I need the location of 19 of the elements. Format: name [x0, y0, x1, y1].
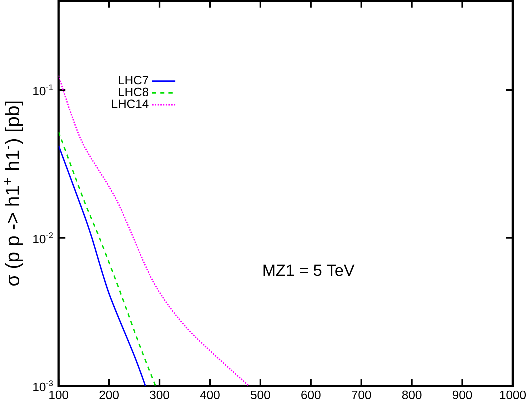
annotation: MZ1 = 5 TeV	[264, 264, 355, 276]
x-tick-label: 300	[150, 390, 170, 400]
legend-label: LHC8	[119, 88, 149, 97]
y-tick-label: 10$^{-1}$	[34, 84, 53, 96]
y-axis-title: σ (p p -> h1$^{+}$ h1$^{-}$) [pb]	[4, 102, 24, 286]
x-tick-label: 800	[402, 390, 422, 400]
y-tick-label: 10$^{-3}$	[34, 380, 54, 392]
x-tick-label: 600	[302, 390, 321, 400]
x-tick-label: 100	[50, 390, 69, 400]
x-tick-label: 400	[200, 390, 220, 400]
legend-label: LHC14	[112, 100, 149, 108]
y-tick-label: 10$^{-2}$	[34, 232, 53, 244]
x-tick-label: 1000	[500, 390, 526, 400]
x-tick-label: 500	[251, 390, 270, 400]
legend-label: LHC7	[119, 76, 148, 85]
x-tick-label: 900	[452, 390, 472, 400]
x-tick-label: 700	[352, 390, 372, 400]
x-tick-label: 200	[100, 390, 119, 400]
line-series	[58, 75, 250, 386]
